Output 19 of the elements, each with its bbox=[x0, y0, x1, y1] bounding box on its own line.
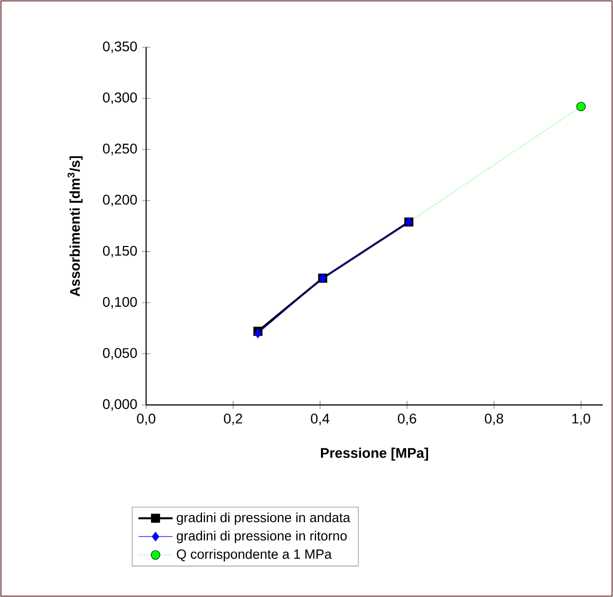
y-tick-label: 0,300 bbox=[102, 92, 137, 104]
legend-label: gradini di pressione in ritorno bbox=[176, 530, 347, 544]
x-tick-label: 0,8 bbox=[484, 414, 504, 426]
y-tick-label: 0,000 bbox=[102, 399, 137, 411]
x-tick-label: 1,0 bbox=[572, 414, 590, 426]
y-tick-label: 0,350 bbox=[102, 41, 137, 54]
y-tick-label: 0,050 bbox=[102, 348, 137, 360]
x-axis-title: Pressione [MPa] bbox=[320, 448, 428, 461]
y-tick-label: 0,250 bbox=[102, 144, 137, 156]
x-tick-label: 0,6 bbox=[398, 414, 416, 426]
legend-label: Q corrispondente a 1 MPa bbox=[176, 549, 332, 562]
y-tick-label: 0,150 bbox=[102, 246, 137, 258]
x-tick-label: 0,0 bbox=[136, 414, 156, 426]
x-tick-label: 0,2 bbox=[224, 414, 242, 426]
y-tick-label: 0,100 bbox=[102, 296, 137, 309]
x-tick-label: 0,4 bbox=[310, 414, 330, 426]
y-tick-label: 0,200 bbox=[102, 194, 137, 206]
legend-label: gradini di pressione in andata bbox=[176, 512, 350, 525]
y-axis-title: Assorbimenti [dm$^{3}$/s] bbox=[68, 156, 83, 296]
